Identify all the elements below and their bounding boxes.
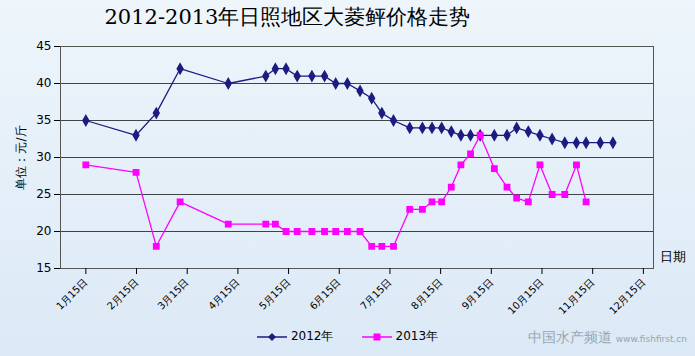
svg-text:45: 45 — [36, 39, 51, 53]
svg-text:25: 25 — [36, 187, 51, 201]
svg-text:单位：元/斤: 单位：元/斤 — [14, 125, 28, 189]
svg-text:5月15日: 5月15日 — [257, 276, 292, 311]
svg-text:1月15日: 1月15日 — [54, 276, 89, 311]
svg-text:8月15日: 8月15日 — [409, 276, 444, 311]
svg-text:3月15日: 3月15日 — [155, 276, 190, 311]
html-text:2012-2013年日照地区大菱鲆价格走势: 2012-2013年日照地区大菱鲆价格走势 — [104, 5, 471, 29]
svg-text:30: 30 — [36, 150, 51, 164]
svg-text:6月15日: 6月15日 — [308, 276, 343, 311]
svg-text:12月15日: 12月15日 — [607, 276, 647, 316]
svg-text:7月15日: 7月15日 — [358, 276, 393, 311]
svg-text:35: 35 — [36, 113, 51, 127]
svg-text:2月15日: 2月15日 — [105, 276, 140, 311]
svg-text:9月15日: 9月15日 — [460, 276, 495, 311]
svg-text:11月15日: 11月15日 — [556, 276, 596, 316]
svg-text:20: 20 — [36, 224, 51, 238]
svg-text:日期: 日期 — [660, 249, 686, 264]
html-text:2012年: 2012年 — [291, 329, 334, 343]
svg-text:15: 15 — [36, 261, 51, 275]
svg-text:10月15日: 10月15日 — [506, 276, 546, 316]
svg-text:4月15日: 4月15日 — [206, 276, 241, 311]
svg-text:40: 40 — [36, 76, 51, 90]
html-text:2013年: 2013年 — [395, 329, 438, 343]
html-text:中国水产频道 www.fishfirst.cn: 中国水产频道 www.fishfirst.cn — [527, 329, 687, 345]
